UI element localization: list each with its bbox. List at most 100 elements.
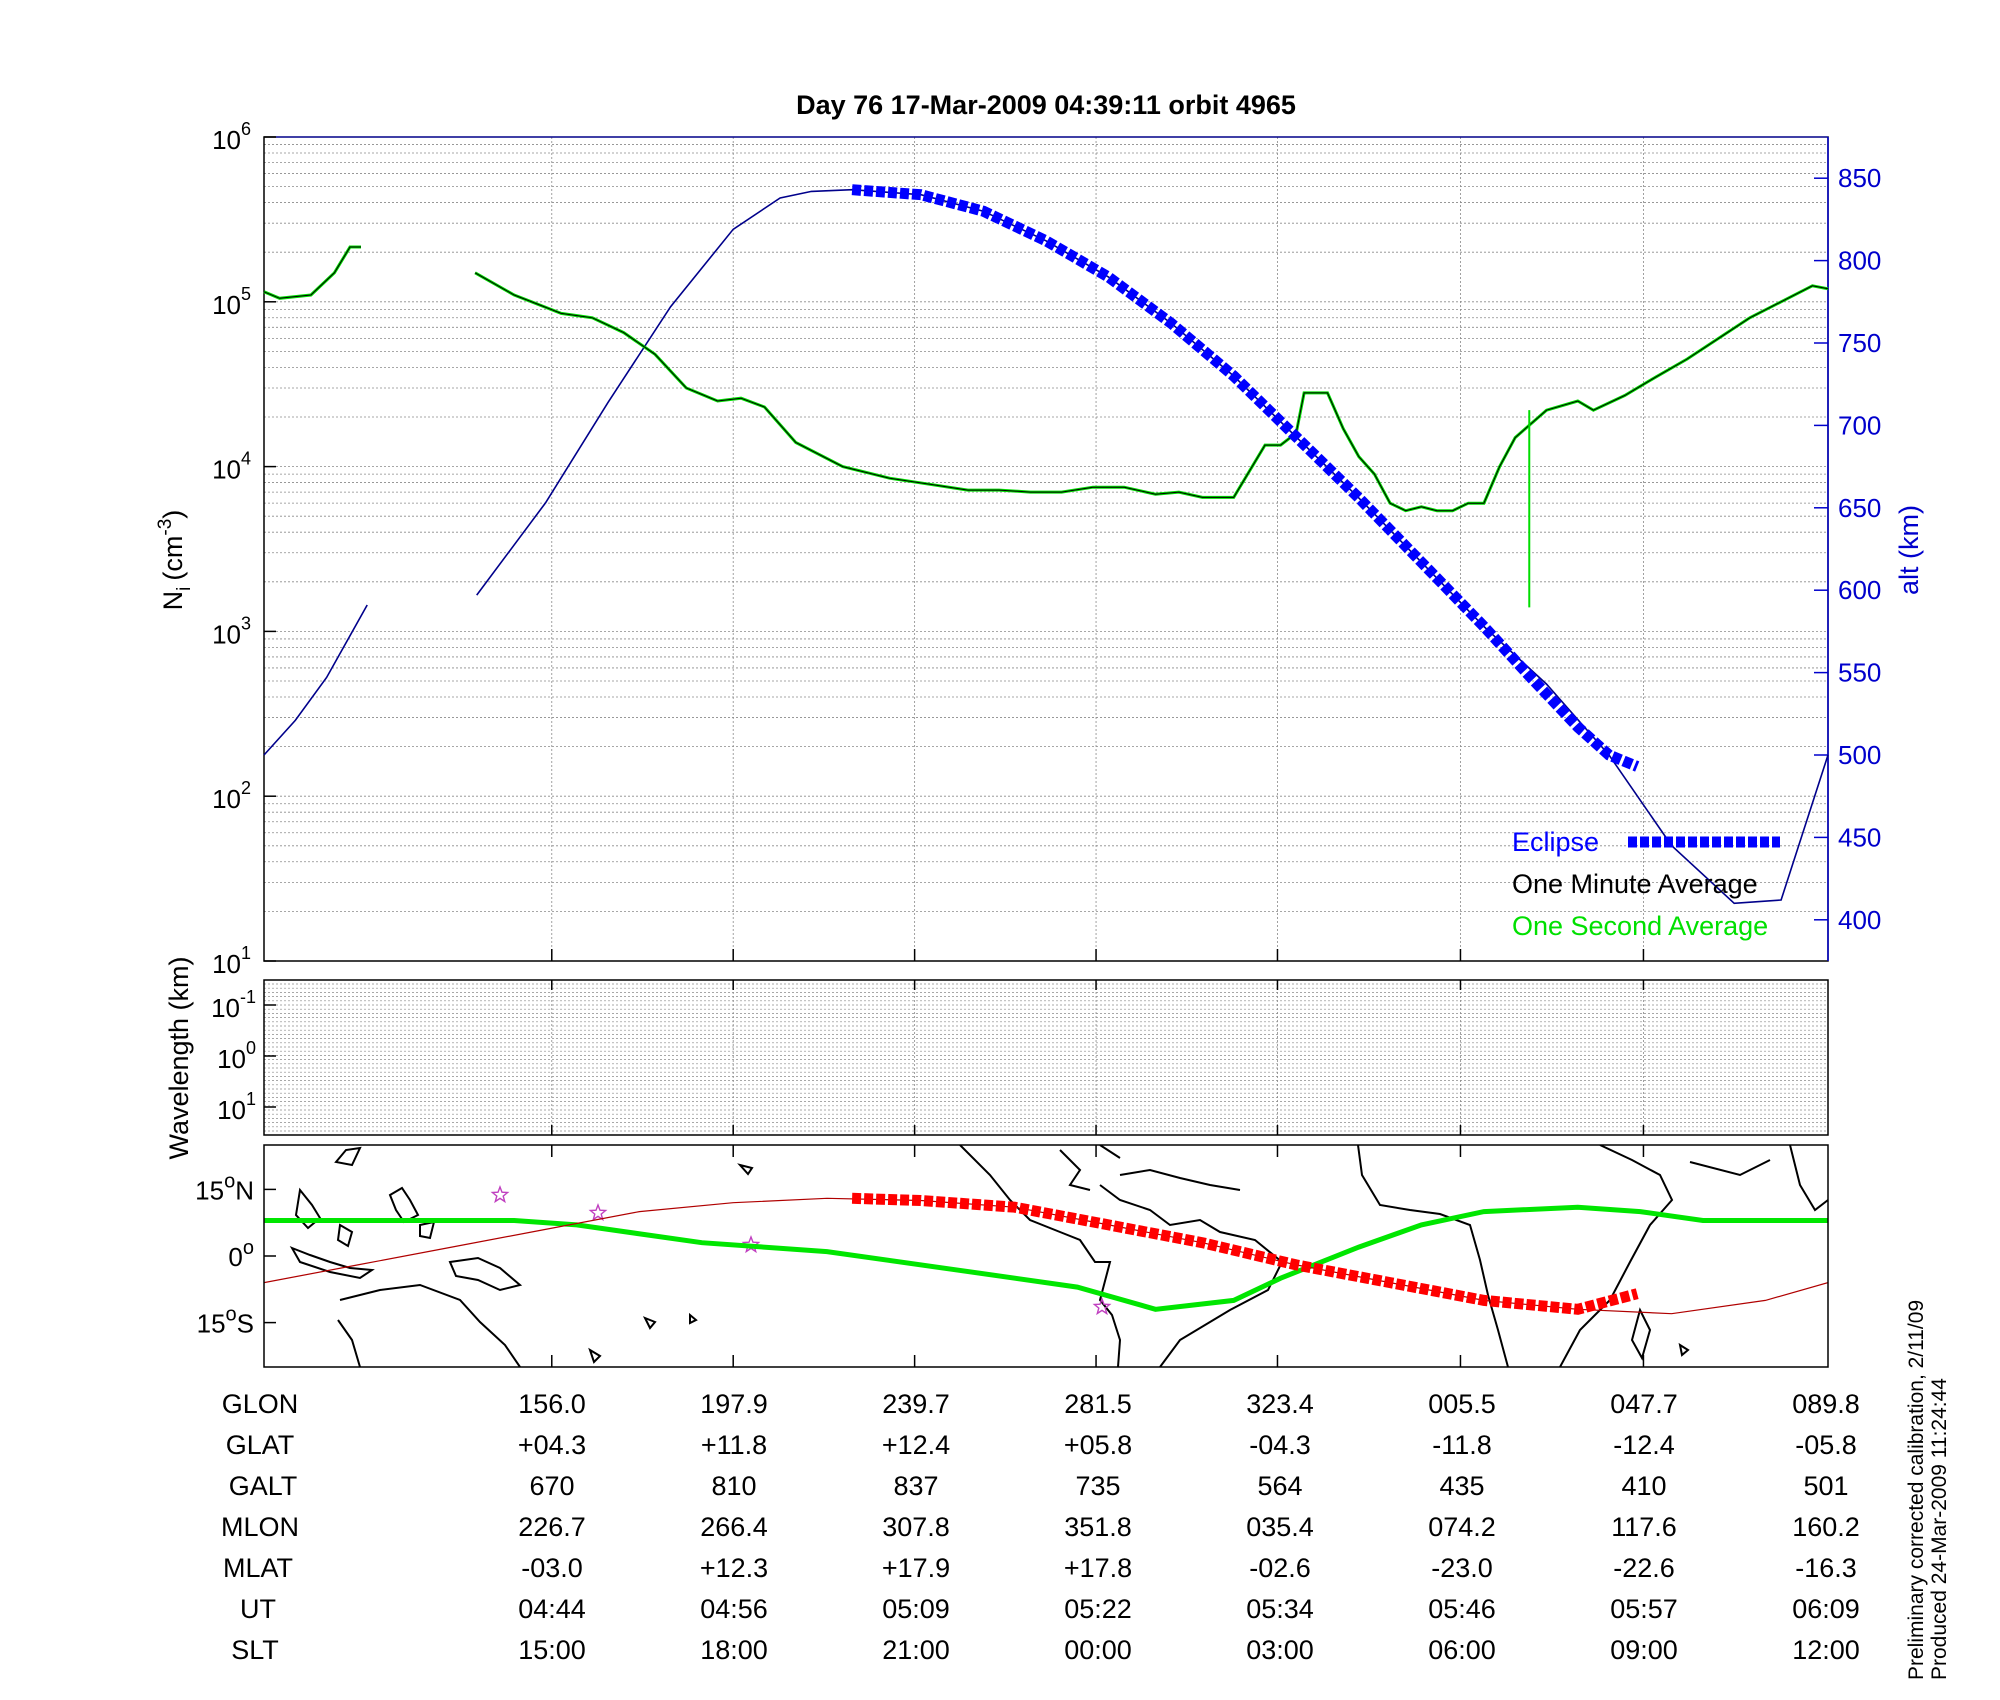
minute-average-line (263, 246, 361, 299)
wavelength-y-tick-label: 10-1 (211, 987, 256, 1023)
footnote-line1: Preliminary corrected calibration, 2/11/… (1905, 1300, 1928, 1680)
tick-exponent: 5 (241, 284, 251, 304)
tick-base: 10 (217, 1044, 246, 1074)
density-grid (264, 137, 1828, 962)
altitude-axis-label: alt (km) (1894, 505, 1924, 595)
table-cell: 435 (1439, 1471, 1484, 1501)
table-cell: 735 (1075, 1471, 1120, 1501)
altitude-line (263, 604, 368, 756)
altitude-tick-label: 800 (1838, 246, 1881, 276)
table-cell: 04:56 (700, 1594, 768, 1624)
table-row-label: MLON (221, 1512, 299, 1542)
table-cell: 21:00 (882, 1635, 950, 1665)
density-y-tick-label: 102 (212, 778, 251, 814)
table-row-label: UT (240, 1594, 276, 1624)
coast-africa-west (1357, 1145, 1509, 1367)
table-cell: -03.0 (521, 1553, 583, 1583)
ylabel-base: N (158, 591, 188, 611)
table-cell: -16.3 (1795, 1553, 1857, 1583)
lat-hemisphere: N (235, 1175, 254, 1205)
table-cell: -22.6 (1613, 1553, 1675, 1583)
table-cell: -02.6 (1249, 1553, 1311, 1583)
table-cell: 410 (1621, 1471, 1666, 1501)
table-cell: 00:00 (1064, 1635, 1132, 1665)
star-marker (1092, 1297, 1112, 1316)
tick-exponent: -1 (240, 987, 256, 1007)
table-cell: 05:09 (882, 1594, 950, 1624)
density-axis-label: Ni (cm-3) (155, 510, 195, 611)
lat-value: 15 (197, 1309, 226, 1339)
table-cell: 06:00 (1428, 1635, 1496, 1665)
tick-exponent: 4 (241, 449, 251, 469)
table-cell: +12.4 (882, 1430, 950, 1460)
tick-exponent: 1 (246, 1089, 256, 1109)
eclipse-line (851, 184, 1640, 772)
map-series (264, 1192, 1828, 1315)
tick-base: 10 (212, 784, 241, 814)
table-cell: 810 (711, 1471, 756, 1501)
chart-title: Day 76 17-Mar-2009 04:39:11 orbit 4965 (796, 90, 1296, 120)
table-cell: 074.2 (1428, 1512, 1496, 1542)
coast-africa-east (1559, 1145, 1674, 1367)
tick-exponent: 3 (241, 613, 251, 633)
tick-base: 10 (217, 1095, 246, 1125)
table-row-label: GLON (222, 1389, 299, 1419)
table-cell: 005.5 (1428, 1389, 1496, 1419)
table-row-label: SLT (231, 1635, 279, 1665)
tick-base: 10 (212, 125, 241, 155)
altitude-tick-label: 850 (1838, 163, 1881, 193)
coast-caribbean (1119, 1168, 1241, 1191)
table-cell: 089.8 (1792, 1389, 1860, 1419)
table-cell: 837 (893, 1471, 938, 1501)
altitude-ticks: 400 450 500 550 600 650 700 750 800 850 (1814, 163, 1881, 935)
coast-sulawesi (336, 1223, 354, 1248)
map-panel: 15 oN 0o 15oS (195, 1144, 1829, 1368)
legend-minute-average-label: One Minute Average (1512, 869, 1758, 899)
table-cell: 323.4 (1246, 1389, 1314, 1419)
tick-exponent: 6 (241, 119, 251, 139)
density-y-tick-label: 106 (212, 119, 251, 155)
lat-value: 0 (228, 1242, 242, 1272)
table-cell: 05:34 (1246, 1594, 1314, 1624)
table-cell: 04:44 (518, 1594, 586, 1624)
map-y-tick-label: 0o (228, 1237, 254, 1272)
wavelength-grid (264, 980, 1828, 1135)
coast-australia-north (339, 1283, 521, 1367)
table-cell: 670 (529, 1471, 574, 1501)
coast-taiwan (334, 1146, 362, 1167)
table-cell: 06:09 (1792, 1594, 1860, 1624)
wavelength-y-tick-label: 101 (217, 1089, 256, 1125)
second-average-line (263, 245, 361, 300)
degree-sign: o (224, 1170, 235, 1192)
table-cell: -11.8 (1432, 1430, 1492, 1460)
legend-second-average-label: One Second Average (1512, 911, 1768, 941)
density-series (263, 184, 1829, 905)
table-cell: 035.4 (1246, 1512, 1314, 1542)
table-cell: 09:00 (1610, 1635, 1678, 1665)
eclipse-ground-track-line (851, 1192, 1639, 1315)
table-cell: 18:00 (700, 1635, 768, 1665)
altitude-tick-label: 600 (1838, 575, 1881, 605)
density-y-tick-label: 101 (212, 943, 251, 979)
ylabel-units-exp: -3 (155, 519, 176, 536)
map-y-tick-label: 15oS (197, 1304, 254, 1339)
wavelength-axis-label: Wavelength (km) (164, 956, 194, 1159)
coast-americas-west (959, 1145, 1122, 1367)
table-row-label: MLAT (223, 1553, 293, 1583)
map-y-ticks: 15 oN 0o 15oS (195, 1170, 276, 1339)
density-x-ticks (551, 949, 1645, 961)
table-cell: +17.8 (1064, 1553, 1132, 1583)
tick-exponent: 1 (241, 943, 251, 963)
coast-philippines (388, 1186, 420, 1224)
ylabel-sub: i (174, 587, 195, 591)
table-cell: +04.3 (518, 1430, 586, 1460)
table-cell: 03:00 (1246, 1635, 1314, 1665)
altitude-tick-label: 500 (1838, 740, 1881, 770)
table-cell: 226.7 (518, 1512, 586, 1542)
table-cell: 05:46 (1428, 1594, 1496, 1624)
